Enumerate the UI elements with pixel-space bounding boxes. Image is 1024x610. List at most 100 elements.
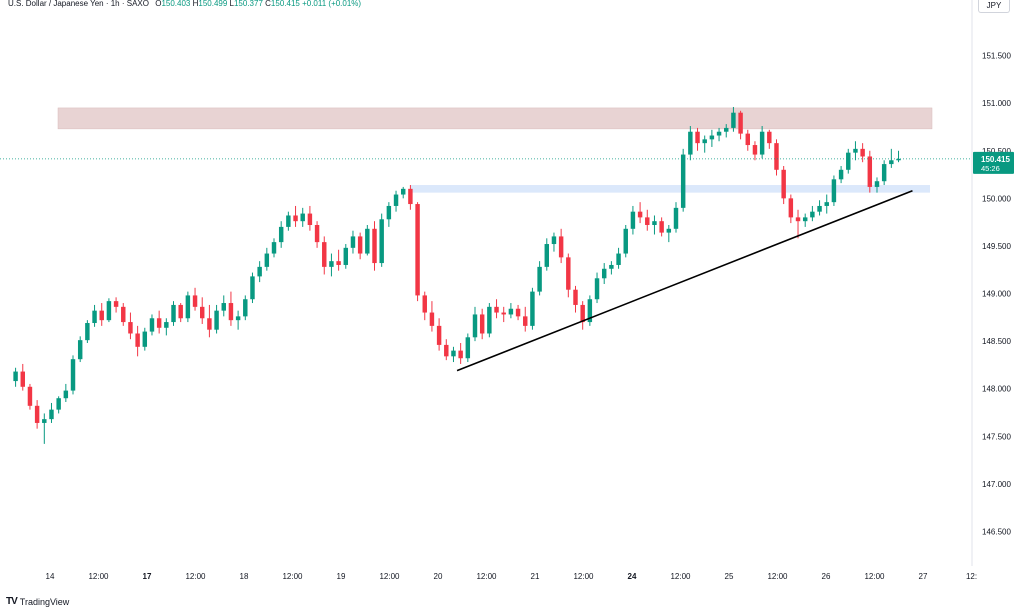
- candle-body[interactable]: [106, 301, 112, 321]
- candle-body[interactable]: [286, 215, 291, 227]
- candle-body[interactable]: [544, 244, 550, 267]
- candle-body[interactable]: [781, 169, 786, 199]
- candle-body[interactable]: [400, 188, 406, 195]
- candle-body[interactable]: [250, 276, 255, 300]
- candle-body[interactable]: [881, 164, 887, 182]
- candle-body[interactable]: [365, 228, 370, 254]
- candle-body[interactable]: [27, 386, 33, 406]
- candle-body[interactable]: [573, 289, 578, 305]
- candle-body[interactable]: [34, 405, 40, 423]
- candle-body[interactable]: [652, 221, 657, 225]
- candle-body[interactable]: [185, 295, 191, 319]
- candle-body[interactable]: [494, 306, 499, 313]
- candle-body[interactable]: [860, 148, 865, 157]
- candle-body[interactable]: [745, 133, 751, 146]
- candle-body[interactable]: [580, 304, 585, 323]
- candle-body[interactable]: [810, 211, 815, 218]
- candle-body[interactable]: [817, 205, 822, 212]
- candle-body[interactable]: [767, 131, 772, 144]
- candle-body[interactable]: [680, 154, 686, 208]
- candle-body[interactable]: [673, 207, 679, 229]
- candle-body[interactable]: [853, 148, 858, 153]
- candle-body[interactable]: [293, 215, 298, 222]
- candle-body[interactable]: [235, 316, 241, 321]
- candle-body[interactable]: [207, 318, 212, 330]
- candle-body[interactable]: [13, 371, 18, 382]
- tradingview-brand[interactable]: TV TradingView: [6, 596, 69, 607]
- candle-body[interactable]: [558, 236, 564, 258]
- candle-body[interactable]: [759, 131, 765, 155]
- candle-body[interactable]: [523, 316, 528, 326]
- candle-body[interactable]: [846, 152, 851, 170]
- candle-body[interactable]: [444, 344, 449, 357]
- candle-body[interactable]: [300, 213, 305, 222]
- candle-body[interactable]: [738, 112, 743, 134]
- candle-body[interactable]: [357, 236, 363, 254]
- candle-body[interactable]: [889, 160, 894, 165]
- candle-body[interactable]: [788, 198, 794, 218]
- candle-body[interactable]: [774, 143, 779, 170]
- candle-body[interactable]: [386, 205, 392, 220]
- candle-body[interactable]: [594, 278, 600, 300]
- candle-body[interactable]: [243, 299, 248, 317]
- candle-body[interactable]: [271, 242, 277, 254]
- candle-body[interactable]: [436, 325, 442, 345]
- candle-body[interactable]: [408, 188, 413, 205]
- candle-body[interactable]: [42, 419, 47, 423]
- candle-body[interactable]: [171, 304, 176, 323]
- price-axis[interactable]: 151.500 151.000 150.500 150.000 149.500 149.0…: [973, 52, 1014, 537]
- candle-body[interactable]: [278, 226, 284, 243]
- candle-body[interactable]: [164, 322, 169, 328]
- support-zone[interactable]: [410, 185, 930, 193]
- candle-body[interactable]: [637, 211, 643, 218]
- candle-body[interactable]: [537, 266, 542, 292]
- candle-body[interactable]: [551, 236, 557, 245]
- trendline[interactable]: [456, 189, 913, 372]
- candle-body[interactable]: [666, 228, 672, 233]
- candle-body[interactable]: [99, 310, 104, 321]
- candle-body[interactable]: [149, 318, 155, 332]
- candle-body[interactable]: [609, 264, 614, 269]
- candle-body[interactable]: [587, 299, 593, 323]
- candle-body[interactable]: [178, 304, 183, 319]
- candle-body[interactable]: [695, 131, 700, 144]
- candle-body[interactable]: [214, 310, 219, 330]
- time-axis[interactable]: 14 12:00 17 12:00 18 12:00 19 12:00 20 12:00 21 12:…: [46, 572, 978, 581]
- candle-body[interactable]: [322, 242, 327, 267]
- candle-body[interactable]: [350, 236, 356, 248]
- candle-body[interactable]: [566, 257, 571, 290]
- candle-body[interactable]: [731, 112, 736, 128]
- candle-body[interactable]: [659, 221, 664, 233]
- candle-body[interactable]: [479, 314, 485, 334]
- candle-body[interactable]: [20, 371, 25, 387]
- candle-body[interactable]: [429, 312, 435, 326]
- candle-body[interactable]: [465, 337, 471, 359]
- candle-body[interactable]: [795, 217, 801, 222]
- candle-body[interactable]: [192, 295, 198, 307]
- candle-body[interactable]: [702, 139, 707, 144]
- candle-body[interactable]: [264, 253, 270, 267]
- resistance-zone[interactable]: [57, 107, 933, 130]
- candle-body[interactable]: [415, 204, 420, 296]
- candle-body[interactable]: [70, 359, 76, 391]
- candle-body[interactable]: [199, 306, 205, 319]
- candle-body[interactable]: [752, 145, 758, 155]
- candle-body[interactable]: [113, 301, 119, 307]
- candle-body[interactable]: [508, 308, 514, 315]
- candle-body[interactable]: [257, 266, 262, 277]
- candle-body[interactable]: [688, 131, 693, 155]
- candle-body[interactable]: [487, 306, 492, 334]
- symbol-title[interactable]: U.S. Dollar / Japanese Yen · 1h · SAXO: [8, 0, 149, 8]
- candle-body[interactable]: [221, 303, 226, 311]
- candle-body[interactable]: [63, 390, 69, 399]
- candle-body[interactable]: [228, 303, 234, 321]
- candle-body[interactable]: [379, 219, 384, 264]
- candle-body[interactable]: [56, 398, 61, 410]
- candle-body[interactable]: [623, 228, 628, 254]
- candle-body[interactable]: [135, 333, 140, 347]
- candle-body[interactable]: [128, 322, 133, 334]
- candle-body[interactable]: [336, 261, 341, 265]
- candle-body[interactable]: [530, 291, 535, 326]
- candle-body[interactable]: [867, 156, 873, 187]
